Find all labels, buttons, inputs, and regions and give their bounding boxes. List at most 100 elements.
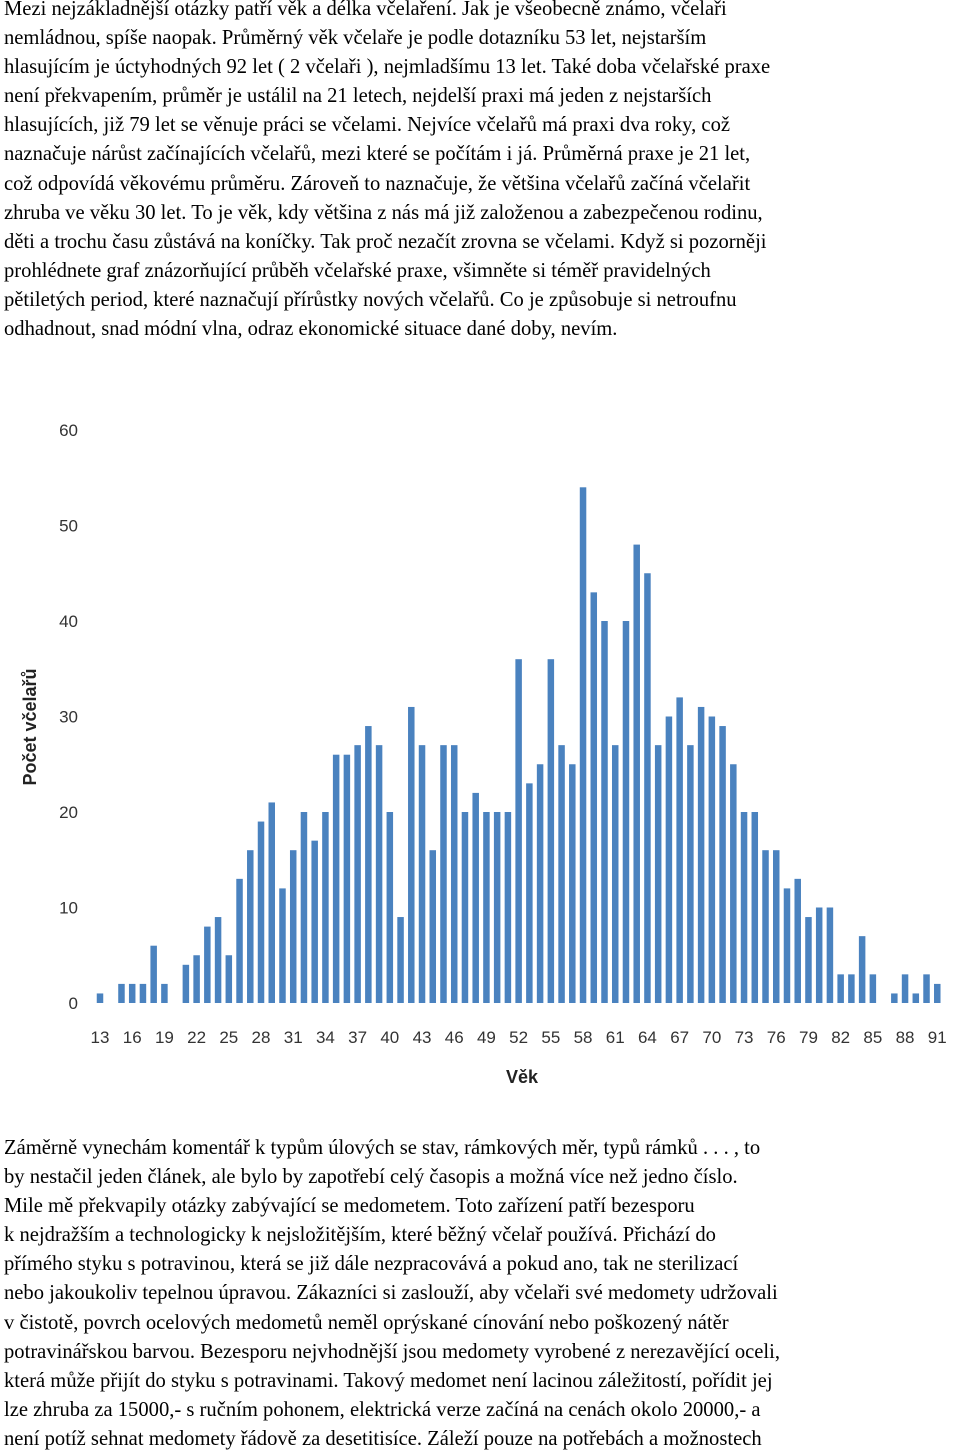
bar [740,812,748,1003]
intro-line: což odpovídá věkovému průměru. Zároveň t… [4,172,751,195]
bar [225,955,233,1003]
bar [536,764,544,1003]
intro-line: nemládnou, spíše naopak. Průměrný věk vč… [4,27,707,50]
bars [96,487,941,1003]
bar [773,850,780,1003]
y-tick-label: 50 [59,517,78,536]
bar [815,907,823,1003]
bar [418,745,426,1003]
x-tick-label: 13 [91,1028,110,1047]
bar [708,716,716,1003]
bar [343,754,351,1003]
bar [96,993,104,1003]
x-tick-label: 64 [638,1028,657,1047]
bar [730,764,737,1003]
bar [365,726,372,1003]
bar [762,850,769,1003]
x-tick-label: 67 [670,1028,689,1047]
bar [354,745,361,1003]
x-tick-label: 31 [284,1028,303,1047]
bar [311,840,318,1003]
x-tick-label: 37 [348,1028,367,1047]
bar [837,974,844,1003]
x-tick-label: 25 [219,1028,238,1047]
bar [279,888,286,1003]
bar [150,945,157,1003]
bar [236,878,243,1003]
bar [611,745,619,1003]
y-tick-label: 40 [59,612,78,631]
bar [408,706,415,1003]
bar [268,802,275,1003]
x-axis: 13 16 19 22 25 28 31 34 37 40 43 46 49 52 55 58 61 64 67 70… [91,1028,947,1047]
bar [912,993,920,1003]
x-axis-label: Věk [506,1067,539,1087]
x-tick-label: 52 [509,1028,528,1047]
y-tick-label: 60 [59,421,78,440]
x-tick-label: 91 [928,1028,947,1047]
bar [547,659,555,1003]
bar [644,573,651,1003]
bar [891,993,898,1003]
medomet-line: Záměrně vynechám komentář k typům úlovýc… [4,1137,761,1159]
bar [247,850,254,1003]
bar [139,983,147,1003]
bar [869,974,877,1003]
bar [558,745,565,1003]
x-tick-label: 61 [606,1028,625,1047]
bar [654,745,662,1003]
x-tick-label: 28 [252,1028,271,1047]
x-tick-label: 73 [735,1028,754,1047]
x-tick-label: 79 [799,1028,818,1047]
bar [794,878,801,1003]
x-tick-label: 22 [187,1028,206,1047]
y-tick-label: 30 [59,708,78,727]
bar [450,745,458,1003]
bar [805,917,812,1003]
bar [687,745,694,1003]
bar [622,621,630,1003]
bar [858,936,866,1003]
bar [472,792,479,1003]
medomet-line: není potíž sehnat medomety řádově za des… [4,1427,762,1450]
bar [289,850,297,1003]
bar [590,592,598,1003]
bar [719,726,726,1003]
medomet-line: která může přijít do styku s potravinami… [4,1369,773,1392]
bar [204,926,211,1003]
x-tick-label: 76 [767,1028,786,1047]
intro-line: děti a trochu času zůstává na koníčky. T… [4,230,767,253]
bar [161,983,168,1003]
bar [515,659,522,1003]
medomet-line: Mile mě překvapily otázky zabývající se … [4,1195,695,1218]
y-tick-label: 0 [69,994,78,1013]
x-tick-label: 34 [316,1028,335,1047]
x-tick-label: 85 [863,1028,882,1047]
medomet-paragraph: Záměrně vynechám komentář k typům úlovýc… [4,1134,956,1454]
x-tick-label: 82 [831,1028,850,1047]
bar [493,812,501,1003]
bar [579,487,587,1003]
bar [128,983,136,1003]
x-tick-label: 19 [155,1028,174,1047]
bar [483,812,490,1003]
bar [461,812,469,1003]
medomet-line: k nejdražším a technologicky k nejsložit… [4,1224,716,1247]
bar [751,812,759,1003]
intro-line: hlasujícím je úctyhodných 92 let ( 2 vče… [4,56,771,79]
bar [214,917,222,1003]
bar [569,764,576,1003]
bar [526,783,533,1003]
bar [697,706,705,1003]
bar [322,812,329,1003]
bar [257,821,265,1003]
medomet-line: by nestačil jeden článek, ale bylo by za… [4,1166,738,1189]
intro-line: zhruba ve věku 30 let. To je věk, kdy vě… [4,201,763,224]
bar [300,812,308,1003]
intro-paragraph: Mezi nejzákladnější otázky patří věk a d… [4,0,956,344]
bar [934,983,941,1003]
bar [826,907,834,1003]
x-tick-label: 46 [445,1028,464,1047]
bar [633,544,640,1003]
y-tick-label: 10 [59,899,78,918]
